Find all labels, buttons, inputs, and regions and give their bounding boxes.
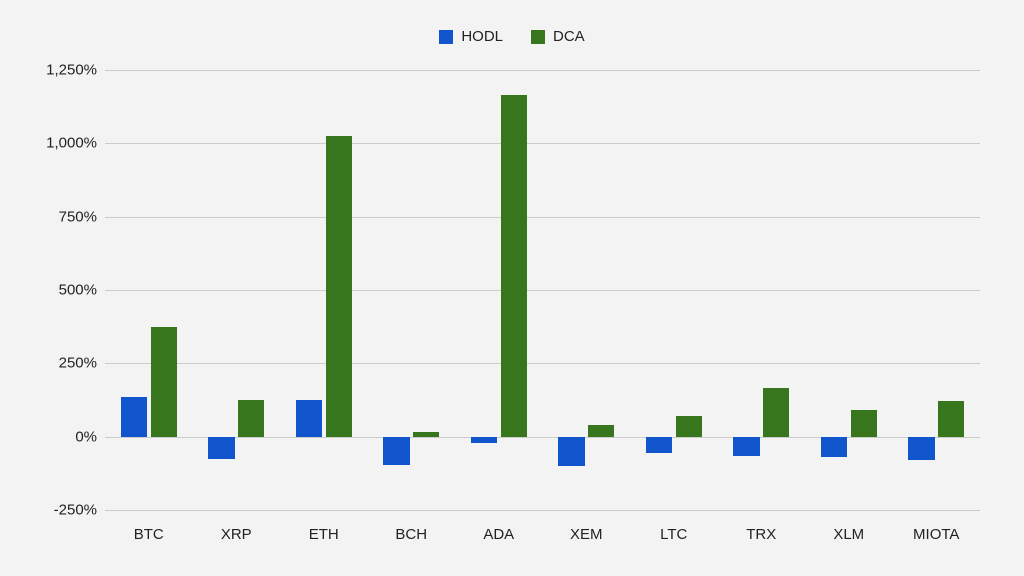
gridline [105,143,980,144]
bar-hodl-btc [121,397,147,437]
x-axis-label: TRX [746,526,776,543]
bar-dca-bch [413,432,439,436]
x-axis-label: BTC [134,526,164,543]
bar-hodl-eth [296,400,322,437]
bar-dca-xem [588,425,614,437]
bar-hodl-xlm [821,437,847,458]
bar-hodl-bch [383,437,409,465]
bar-hodl-trx [733,437,759,456]
bar-dca-miota [938,401,964,436]
x-axis-label: XLM [833,526,864,543]
plot-area: -250%0%250%500%750%1,000%1,250%BTCXRPETH… [105,70,980,510]
gridline [105,437,980,438]
x-axis-label: XRP [221,526,252,543]
y-axis-label: 1,250% [35,62,97,79]
bar-dca-ltc [676,416,702,437]
gridline [105,510,980,511]
x-axis-label: LTC [660,526,687,543]
y-axis-label: 1,000% [35,135,97,152]
gridline [105,70,980,71]
bar-hodl-xem [558,437,584,466]
bar-dca-eth [326,136,352,437]
y-axis-label: 250% [35,355,97,372]
legend-swatch [531,30,545,44]
legend-label: HODL [461,28,503,45]
x-axis-label: BCH [395,526,427,543]
legend-item-hodl: HODL [439,28,503,45]
legend: HODL DCA [0,28,1024,45]
x-axis-label: ETH [309,526,339,543]
bar-hodl-ltc [646,437,672,453]
x-axis-label: ADA [483,526,514,543]
bar-hodl-xrp [208,437,234,459]
y-axis-label: 500% [35,282,97,299]
bar-dca-ada [501,95,527,437]
gridline [105,290,980,291]
legend-item-dca: DCA [531,28,585,45]
bar-dca-xlm [851,410,877,436]
legend-label: DCA [553,28,585,45]
x-axis-label: XEM [570,526,603,543]
y-axis-label: 0% [35,428,97,445]
x-axis-label: MIOTA [913,526,959,543]
chart-container: HODLDCA -250%0%250%500%750%1,000%1,250%B… [0,0,1024,576]
bar-dca-trx [763,388,789,436]
y-axis-label: -250% [35,502,97,519]
gridline [105,217,980,218]
legend-swatch [439,30,453,44]
bar-hodl-miota [908,437,934,460]
gridline [105,363,980,364]
bar-hodl-ada [471,437,497,443]
bar-dca-xrp [238,400,264,437]
bar-dca-btc [151,327,177,437]
y-axis-label: 750% [35,208,97,225]
